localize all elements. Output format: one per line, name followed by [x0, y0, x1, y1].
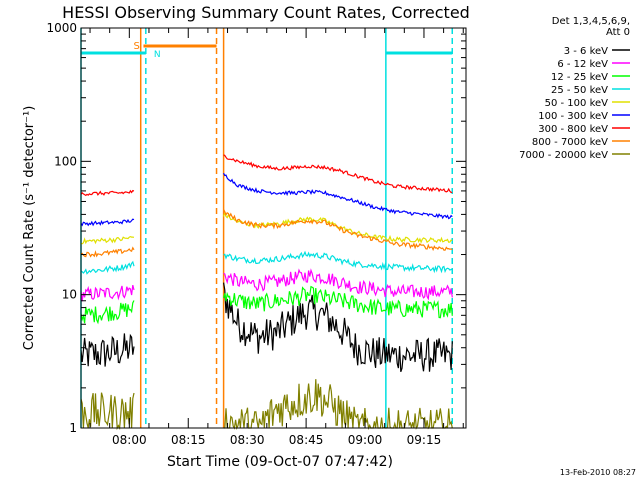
x-tick-label: 08:00	[112, 433, 147, 447]
legend-entry-label: 50 - 100 keV	[545, 98, 609, 109]
series-line	[80, 284, 135, 302]
x-axis-label: Start Time (09-Oct-07 07:47:42)	[167, 454, 393, 470]
legend-entry-label: 12 - 25 keV	[551, 72, 608, 83]
legend-entry-label: 7000 - 20000 keV	[519, 150, 608, 161]
x-tick-label: 09:15	[407, 433, 442, 447]
legend-entry-label: 100 - 300 keV	[538, 111, 608, 122]
series-line	[223, 154, 453, 194]
legend: Det 1,3,4,5,6,9,Att 0 3 - 6 keV 6 - 12 keV…	[519, 16, 630, 161]
legend-entry-label: 25 - 50 keV	[551, 85, 608, 96]
y-tick-label: 1000	[46, 21, 77, 35]
series-line	[80, 218, 135, 227]
series-line	[80, 333, 135, 367]
footer-date: 13-Feb-2010 08:27	[560, 468, 636, 477]
y-axis-label: Corrected Count Rate (s⁻¹ detector⁻¹)	[22, 106, 37, 351]
x-tick-label: 08:45	[289, 433, 324, 447]
x-axis: 08:00 08:15 08:30 08:45 09:00 09:15	[89, 28, 464, 447]
y-tick-label: 1	[69, 421, 77, 435]
series-line	[80, 260, 135, 275]
series-line	[80, 246, 135, 258]
series-line	[80, 300, 135, 325]
series-line	[80, 392, 135, 431]
series-line	[223, 285, 453, 319]
chart-title: HESSI Observing Summary Count Rates, Cor…	[62, 3, 470, 22]
series-line	[223, 209, 453, 252]
series-line	[223, 268, 453, 301]
legend-entry-label: 800 - 7000 keV	[532, 137, 608, 148]
series-line	[223, 250, 453, 274]
legend-entry-label: 6 - 12 keV	[557, 59, 608, 70]
x-tick-label: 09:00	[348, 433, 383, 447]
legend-header: Det 1,3,4,5,6,9,	[552, 16, 630, 27]
series-line	[80, 189, 135, 197]
plot-area: NS	[80, 28, 453, 431]
series-line	[223, 172, 453, 220]
night-flag-label: N	[154, 50, 161, 60]
y-tick-label: 100	[54, 154, 77, 168]
y-tick-label: 10	[62, 288, 77, 302]
y-axis: 1 10 100 1000	[46, 21, 466, 435]
series-line	[80, 235, 135, 245]
legend-header: Att 0	[606, 27, 630, 38]
x-tick-label: 08:15	[171, 433, 206, 447]
legend-entry-label: 3 - 6 keV	[564, 46, 608, 57]
saa-flag-label: S	[133, 41, 139, 52]
series-line	[223, 379, 453, 431]
plot-frame	[80, 27, 467, 429]
series-line	[223, 282, 453, 372]
x-tick-label: 08:30	[230, 433, 265, 447]
legend-entry-label: 300 - 800 keV	[538, 124, 608, 135]
